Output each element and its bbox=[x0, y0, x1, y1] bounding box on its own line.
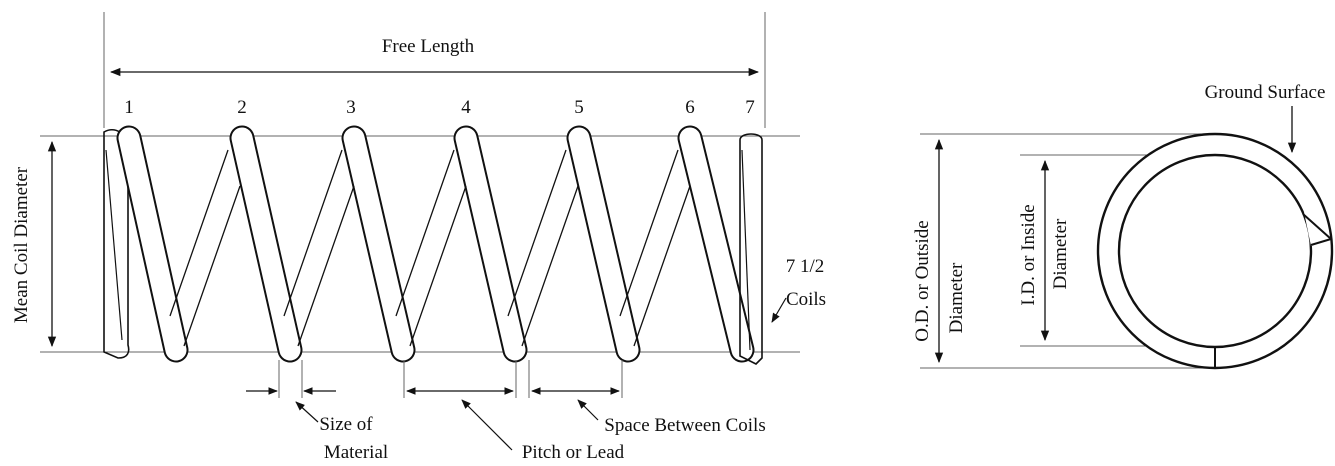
spring-left-end-inner-line bbox=[105, 149, 123, 341]
id-label-line1: I.D. or Inside bbox=[1018, 204, 1039, 305]
pitch-leader bbox=[461, 399, 513, 451]
total-coils-leader bbox=[771, 297, 787, 323]
id-label-line2: Diameter bbox=[1050, 218, 1071, 289]
pitch-label: Pitch or Lead bbox=[522, 442, 625, 463]
spring-left-end-coil bbox=[103, 128, 130, 359]
od-label-line1: O.D. or Outside bbox=[912, 220, 933, 341]
size-of-material-label-line1: Size of bbox=[319, 414, 373, 435]
free-length-label: Free Length bbox=[382, 36, 475, 57]
mean-coil-diameter-label: Mean Coil Diameter bbox=[11, 166, 32, 323]
coil-numbers: 1 2 3 4 5 6 7 bbox=[124, 97, 755, 118]
ground-end-notch bbox=[1302, 213, 1332, 246]
total-coils-label-line2: Coils bbox=[786, 289, 826, 310]
ground-surface-label: Ground Surface bbox=[1205, 82, 1326, 103]
coil-number-3: 3 bbox=[346, 97, 356, 118]
space-between-leader bbox=[577, 399, 599, 421]
inner-ring-outline bbox=[1117, 153, 1313, 349]
spring-right-end-inner-line bbox=[741, 149, 751, 351]
total-coils-label-line1: 7 1/2 bbox=[786, 256, 825, 277]
coil-number-6: 6 bbox=[685, 97, 695, 118]
coil-number-7: 7 bbox=[745, 97, 755, 118]
space-between-label: Space Between Coils bbox=[604, 415, 765, 436]
coil-number-5: 5 bbox=[574, 97, 584, 118]
spring-right-end-coil bbox=[739, 133, 763, 365]
spring-side-view: Free Length Mean Coil Diameter 1 2 3 4 5… bbox=[11, 12, 826, 463]
od-label-line2: Diameter bbox=[946, 262, 967, 333]
size-of-material-label-line2: Material bbox=[324, 442, 388, 463]
coil-number-1: 1 bbox=[124, 97, 134, 118]
spring-end-view: O.D. or Outside Diameter I.D. or Inside … bbox=[912, 82, 1334, 370]
spring-front-coils bbox=[116, 125, 755, 363]
spring-back-coils bbox=[169, 149, 691, 347]
coil-number-4: 4 bbox=[461, 97, 471, 118]
size-of-material-leader bbox=[295, 401, 319, 423]
coil-number-2: 2 bbox=[237, 97, 247, 118]
